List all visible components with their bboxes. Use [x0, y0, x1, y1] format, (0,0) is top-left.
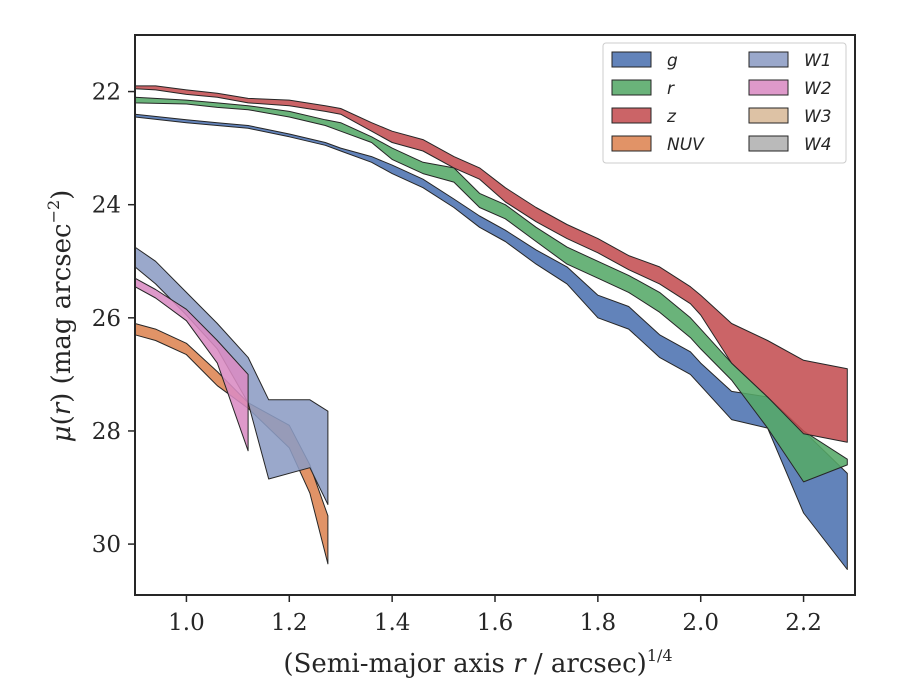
legend-box — [602, 42, 847, 164]
x-tick-label: 1.8 — [580, 610, 617, 636]
band-z — [134, 85, 848, 443]
band-g — [134, 113, 848, 570]
y-tick-label: 26 — [92, 306, 121, 332]
legend-label-w3: W3 — [804, 107, 832, 127]
legend-swatch-g — [611, 51, 652, 68]
y-tick-label: 24 — [92, 193, 121, 219]
legend-label-r: r — [667, 79, 675, 99]
y-tick-label: 22 — [92, 80, 121, 106]
band-r — [134, 96, 848, 483]
legend-swatch-r — [611, 79, 652, 96]
x-tick-label: 1.0 — [168, 610, 205, 636]
legend-swatch-z — [611, 107, 652, 124]
x-tick-label: 2.0 — [682, 610, 719, 636]
legend: grz NUV W1 W2 W3 W4 — [602, 42, 847, 164]
legend-swatch-w1 — [748, 51, 789, 68]
x-tick-label: 2.2 — [785, 610, 822, 636]
y-axis-label: μ(r) (mag arcsec−2) — [44, 190, 77, 443]
legend-label-w1: W1 — [804, 51, 832, 71]
x-tick-label: 1.4 — [374, 610, 411, 636]
x-axis: 1.0 1.2 1.4 1.6 1.8 2.0 2.2 — [168, 595, 822, 636]
legend-swatch-w2 — [748, 79, 789, 96]
legend-label-w2: W2 — [804, 79, 832, 99]
legend-swatch-nuv — [611, 135, 652, 152]
x-axis-label: (Semi-major axis r / arcsec)1/4 — [283, 646, 672, 679]
bands-layer — [134, 85, 848, 570]
band-w2 — [134, 277, 249, 452]
legend-swatch-w3 — [748, 107, 789, 124]
legend-label-z: z — [666, 107, 677, 127]
legend-label-g: g — [667, 51, 678, 71]
legend-label-nuv: NUV — [667, 135, 705, 155]
y-axis: 22 24 26 28 30 — [92, 80, 135, 558]
x-tick-label: 1.2 — [271, 610, 308, 636]
legend-label-w4: W4 — [804, 135, 832, 155]
legend-swatch-w4 — [748, 135, 789, 152]
y-tick-label: 30 — [92, 532, 121, 558]
x-tick-label: 1.6 — [477, 610, 514, 636]
y-tick-label: 28 — [92, 419, 121, 445]
